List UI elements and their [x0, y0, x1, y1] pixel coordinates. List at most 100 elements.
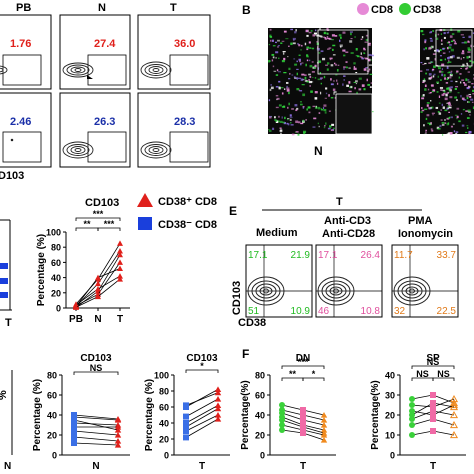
contour-ring	[397, 280, 427, 302]
data-point	[409, 396, 415, 402]
cell-speck	[421, 97, 425, 100]
panel-a-col-t: T	[170, 2, 177, 14]
cell-speck	[438, 50, 440, 53]
cell-speck	[430, 76, 433, 79]
cell-speck	[470, 98, 474, 101]
cell-speck	[468, 35, 471, 39]
cell-speck	[308, 79, 310, 81]
y-axis-label: Percentage (%)	[32, 379, 43, 451]
cell-speck	[365, 38, 369, 42]
cell-speck	[425, 131, 427, 133]
y-tick-label: 20	[385, 411, 395, 421]
cell-speck	[440, 39, 443, 42]
quadrant-value: 26.4	[361, 250, 381, 261]
cell-speck	[312, 76, 314, 79]
cell-speck	[278, 57, 280, 60]
condition-line-2: Anti-CD28	[322, 228, 375, 240]
cell-speck	[299, 90, 303, 92]
cell-speck	[325, 92, 328, 95]
cell-speck	[286, 122, 289, 125]
cell-speck	[467, 47, 471, 50]
cell-speck	[345, 61, 348, 64]
chart-title: CD103	[85, 197, 119, 209]
cell-speck	[468, 93, 472, 96]
data-point	[183, 428, 189, 434]
panel-e-xlabel: CD38	[238, 317, 266, 329]
x-tick-label: PB	[69, 314, 83, 325]
cell-speck	[422, 94, 425, 97]
flow-plot-frame	[137, 92, 211, 168]
cell-speck	[295, 29, 297, 32]
cell-speck	[350, 38, 353, 40]
cell-speck	[448, 56, 451, 59]
cell-speck	[318, 125, 320, 128]
cell-speck	[468, 48, 471, 52]
gate-box	[169, 54, 209, 86]
data-point	[430, 428, 436, 434]
cell-speck	[292, 42, 296, 45]
sig-bracket	[281, 365, 325, 369]
cell-speck	[463, 57, 465, 59]
cell-speck	[288, 67, 291, 71]
cell-speck	[467, 71, 470, 73]
cell-speck	[420, 62, 423, 64]
cell-speck	[293, 39, 295, 41]
cell-speck	[466, 86, 470, 90]
data-point	[214, 402, 222, 408]
flow-plot-frame	[245, 244, 313, 318]
cell-speck	[323, 75, 326, 79]
cell-speck	[345, 67, 349, 69]
cell-speck	[331, 129, 335, 131]
cell-speck	[472, 86, 474, 89]
cell-speck	[463, 99, 467, 101]
cell-speck	[449, 132, 453, 135]
pair-line	[73, 436, 119, 442]
cell-speck	[441, 133, 444, 136]
cell-speck	[299, 59, 301, 63]
data-point	[117, 240, 123, 246]
cell-speck	[457, 30, 461, 33]
y-axis-label: Percentage(%)	[370, 380, 381, 449]
cell-speck	[442, 47, 445, 50]
flow-value: 26.3	[94, 116, 115, 128]
cell-speck	[330, 83, 334, 86]
y-tick-label: 40	[385, 371, 395, 381]
cell-speck	[424, 40, 427, 44]
cell-speck	[437, 33, 440, 36]
cell-speck	[288, 78, 291, 80]
panel-b-caption: N	[314, 144, 323, 158]
cell-speck	[348, 67, 351, 69]
data-point	[214, 389, 222, 396]
cell-speck	[449, 87, 452, 91]
contour-ring	[317, 276, 355, 306]
data-point	[449, 400, 459, 409]
quadrant-value: 21.9	[291, 250, 311, 261]
cell-speck	[326, 32, 329, 35]
pair-line	[185, 398, 219, 417]
cell-speck	[290, 122, 292, 124]
cell-speck	[365, 67, 368, 69]
cell-speck	[367, 83, 370, 86]
data-point	[430, 404, 436, 410]
cell-speck	[328, 38, 332, 40]
cell-speck	[365, 34, 368, 37]
cell-speck	[440, 89, 443, 91]
cell-speck	[448, 86, 451, 89]
cell-speck	[420, 70, 423, 72]
cell-speck	[346, 84, 350, 87]
cell-speck	[287, 123, 290, 126]
cell-speck	[275, 51, 279, 54]
cell-speck	[448, 31, 450, 33]
cell-speck	[458, 120, 461, 123]
cell-speck	[471, 83, 474, 85]
cell-speck	[326, 35, 329, 39]
cell-speck	[322, 107, 325, 109]
cell-speck	[308, 111, 311, 114]
contour-ring	[405, 286, 419, 296]
y-tick-label: 80	[159, 387, 169, 397]
cell-speck	[430, 128, 433, 131]
cell-speck	[295, 130, 299, 133]
data-point	[71, 412, 77, 418]
cell-speck	[464, 83, 467, 86]
